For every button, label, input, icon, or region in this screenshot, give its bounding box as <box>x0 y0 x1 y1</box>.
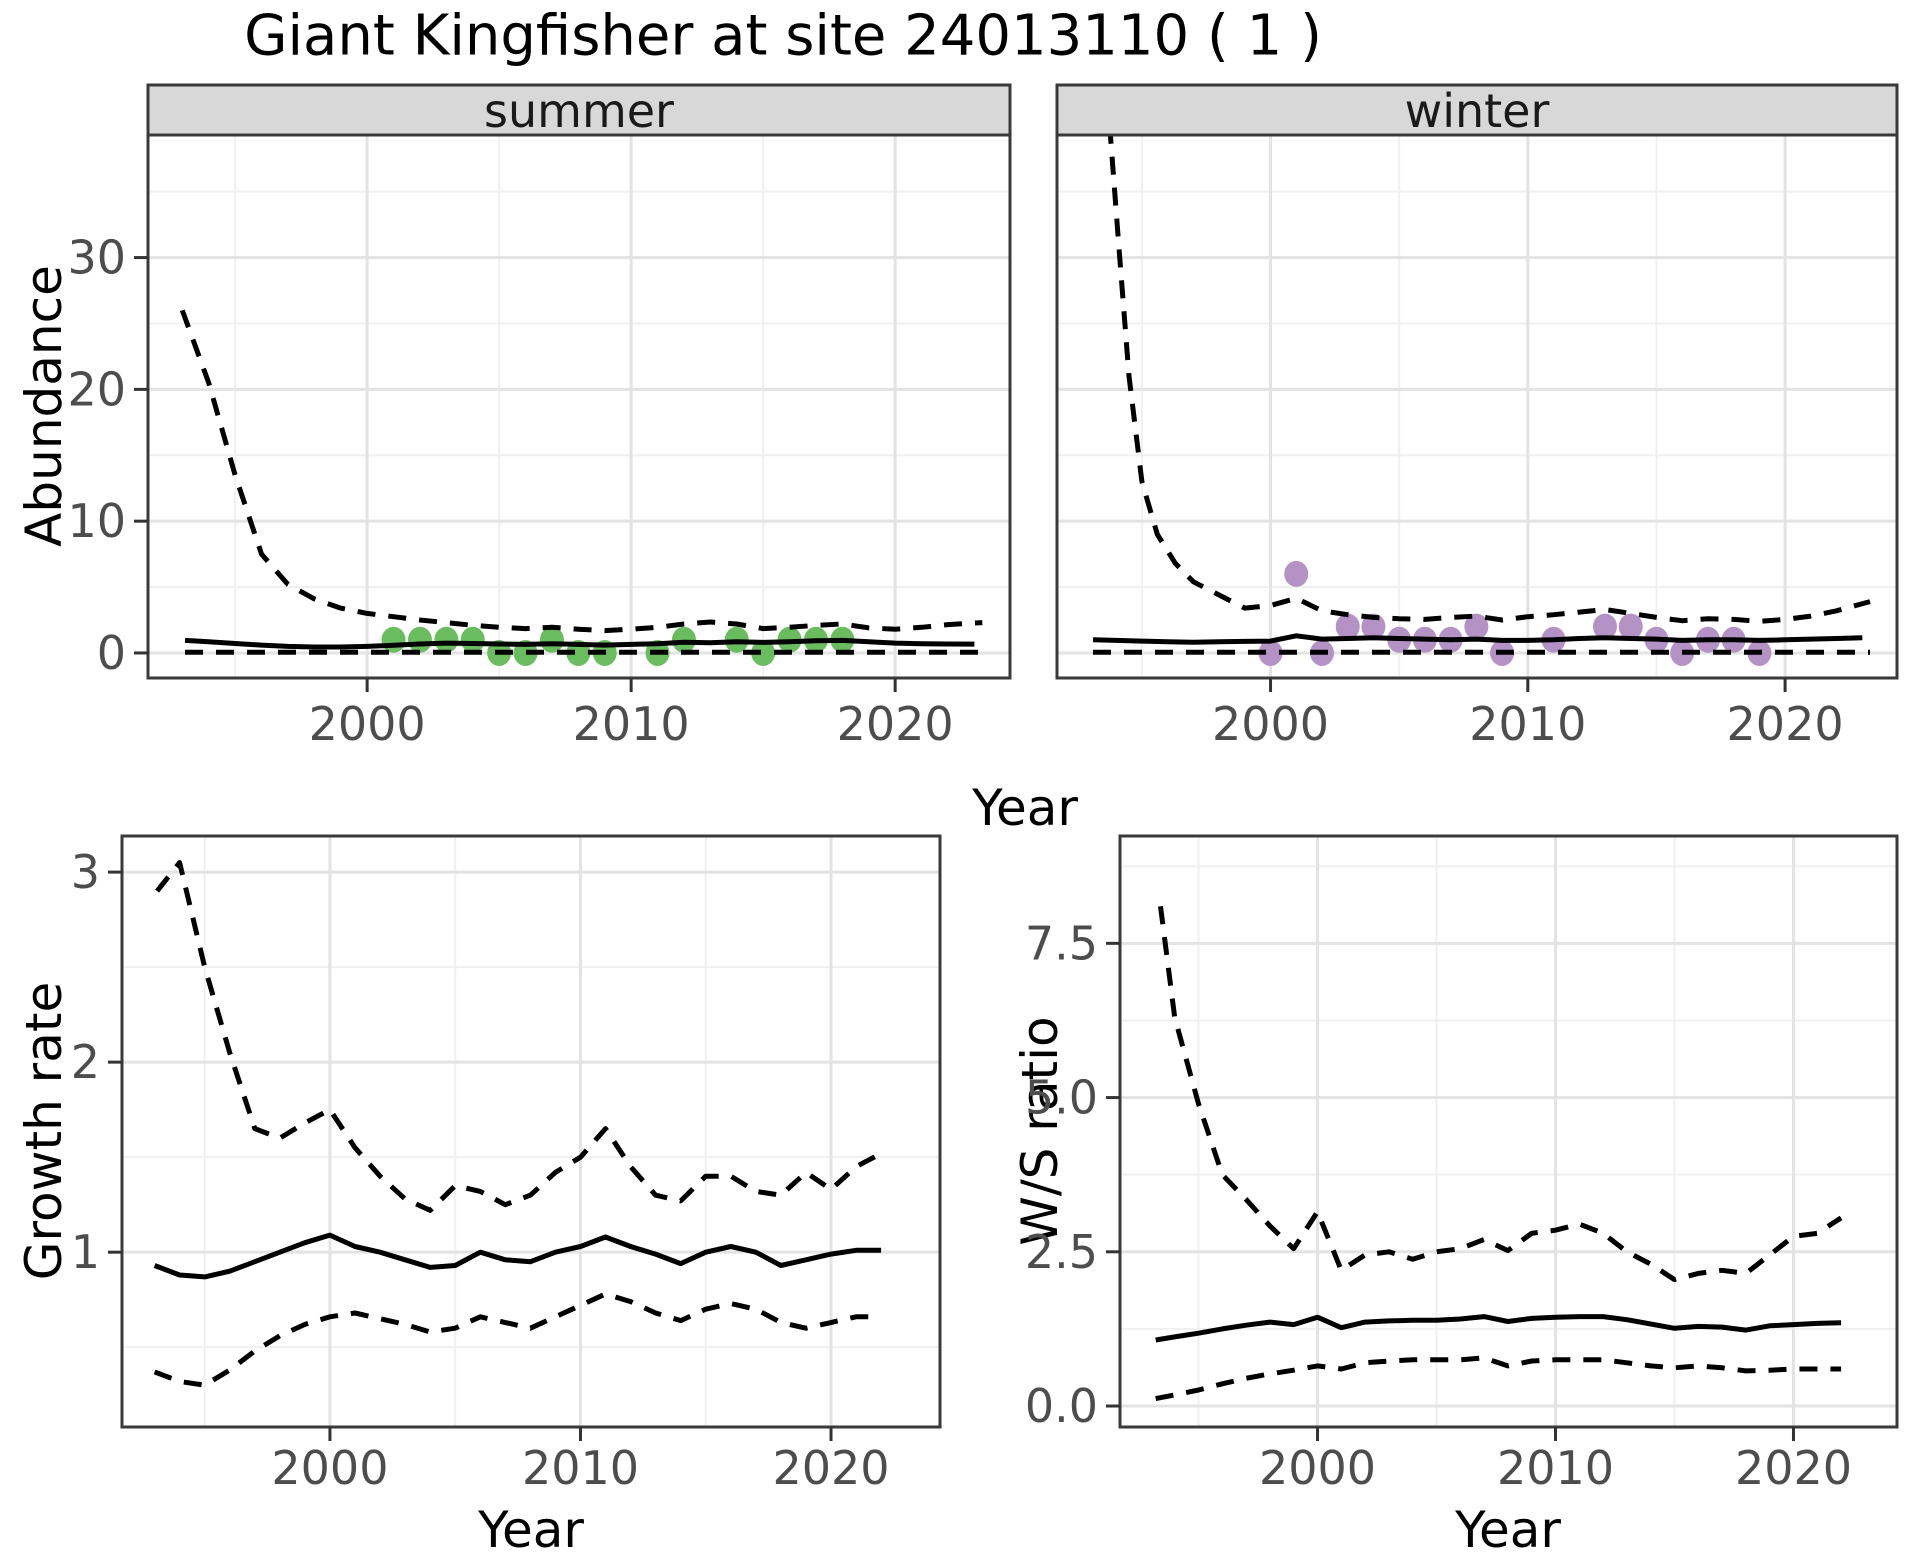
x-axis-title-year-top: Year <box>971 779 1078 837</box>
series-upper-ci-line <box>155 860 883 1213</box>
series-median-line <box>1155 1314 1842 1343</box>
y-tick-label: 20 <box>67 362 126 416</box>
y-axis-title-abundance: Abundance <box>15 265 73 547</box>
data-layer <box>153 860 883 1388</box>
panel-border <box>1055 133 1899 680</box>
x-tick-label: 2000 <box>1259 1441 1376 1495</box>
y-tick-label: 5.0 <box>1025 1071 1098 1125</box>
series-upper-ci-line <box>179 309 983 634</box>
data-point <box>1284 560 1309 587</box>
data-layer <box>1092 135 1871 666</box>
x-tick-label: 2020 <box>837 697 954 751</box>
y-tick-label: 30 <box>67 231 126 285</box>
chart-title: Giant Kingfisher at site 24013110 ( 1 ) <box>244 4 1322 69</box>
x-tick-label: 2010 <box>573 697 690 751</box>
x-tick-label: 2010 <box>522 1441 639 1495</box>
data-point <box>381 626 406 653</box>
x-tick-label: 2000 <box>309 697 426 751</box>
data-point <box>460 626 485 653</box>
panel-abundance-summer: 2000 2010 2020 0 10 20 30 <box>67 133 1012 751</box>
series-lower-ci-line <box>153 1291 882 1388</box>
data-point <box>1335 613 1360 640</box>
x-tick-label: 2020 <box>1735 1441 1852 1495</box>
series-median-line <box>1092 633 1863 645</box>
y-tick-label: 7.5 <box>1025 916 1098 970</box>
panel-border <box>146 133 1012 680</box>
data-point <box>1361 613 1386 640</box>
facet-strip-winter <box>1055 83 1899 137</box>
facet-strip-summer-label: summer <box>484 84 674 138</box>
data-point <box>407 626 432 653</box>
panel-ws: 2000 2010 2020 0.0 2.5 5.0 7.5 <box>1025 834 1899 1495</box>
panel-border <box>1118 834 1899 1429</box>
x-axis-title-year-growth: Year <box>477 1501 584 1559</box>
panel-abundance-winter: 2000 2010 2020 <box>1055 133 1899 751</box>
panel-border <box>120 834 942 1429</box>
data-point <box>539 626 564 653</box>
x-tick-label: 2000 <box>271 1441 388 1495</box>
data-point <box>751 639 776 666</box>
facet-strip-winter-label: winter <box>1405 84 1550 138</box>
data-point <box>434 626 459 653</box>
x-axis-title-year-ws: Year <box>1454 1501 1561 1559</box>
y-axis-title-growth-rate: Growth rate <box>15 982 73 1280</box>
facet-strip-summer <box>146 83 1012 137</box>
y-tick-label: 3 <box>71 845 100 899</box>
series-upper-ci-line <box>1158 905 1843 1283</box>
data-point <box>1258 639 1283 666</box>
data-layer <box>179 309 983 666</box>
series-median-line <box>153 1232 882 1280</box>
y-tick-label: 10 <box>67 494 126 548</box>
x-tick-label: 2010 <box>1469 697 1586 751</box>
y-tick-label: 2.5 <box>1025 1225 1098 1279</box>
panel-growth: 2000 2010 2020 1 2 3 <box>71 834 942 1495</box>
x-tick-label: 2020 <box>772 1441 889 1495</box>
data-point <box>1618 613 1643 640</box>
series-median-line <box>184 637 975 650</box>
y-tick-label: 1 <box>71 1225 100 1279</box>
y-axis-title-ws-ratio: W/S ratio <box>1011 1016 1069 1245</box>
x-tick-label: 2010 <box>1497 1441 1614 1495</box>
y-tick-label: 2 <box>71 1035 100 1089</box>
y-tick-label: 0 <box>97 626 126 680</box>
x-tick-label: 2020 <box>1727 697 1844 751</box>
data-point <box>1592 613 1617 640</box>
series-lower-ci-line <box>1155 1355 1842 1402</box>
x-tick-label: 2000 <box>1212 697 1329 751</box>
data-layer <box>1155 905 1843 1402</box>
y-tick-label: 0.0 <box>1025 1379 1098 1433</box>
data-point <box>1464 613 1489 640</box>
